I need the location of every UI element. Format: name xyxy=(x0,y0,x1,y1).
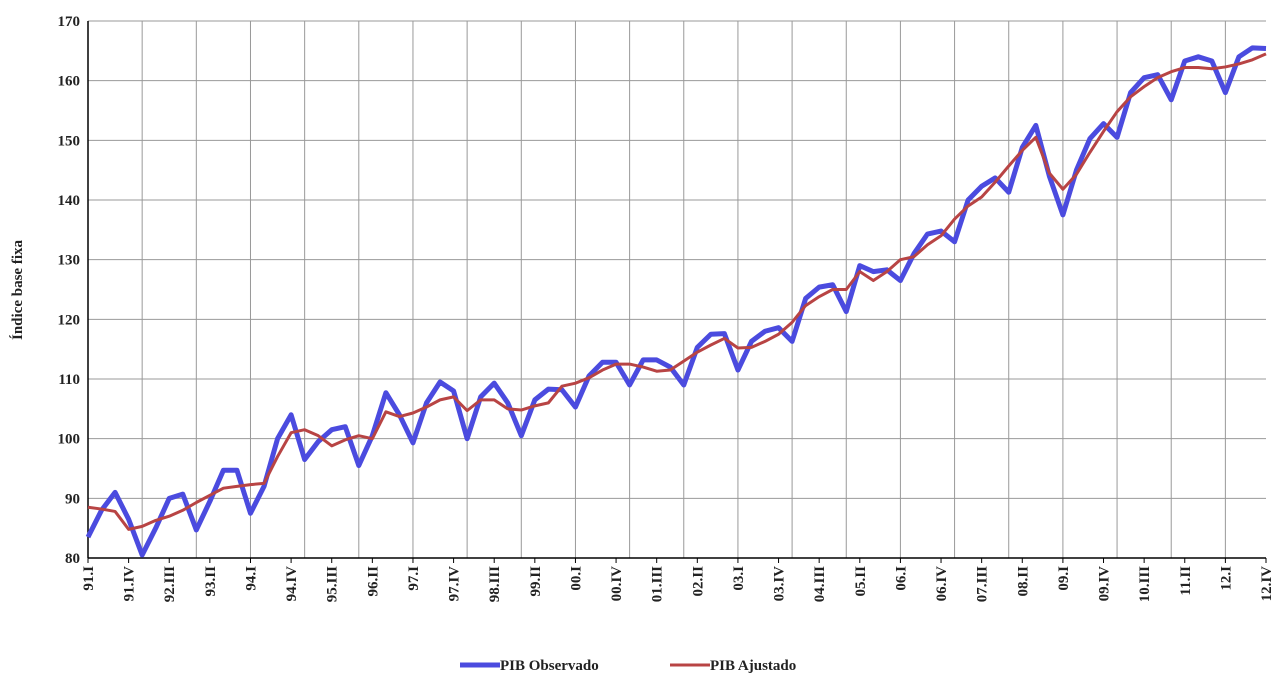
series-line xyxy=(85,45,1267,558)
x-tick-label: 97.IV xyxy=(447,566,463,602)
x-tick-label: 03.I xyxy=(731,566,747,591)
x-tick-label: 12.I xyxy=(1218,566,1234,591)
x-tick-label: 97.I xyxy=(406,566,422,591)
x-tick-label: 93.II xyxy=(203,566,219,597)
x-tick-label: 95.III xyxy=(325,566,341,602)
y-tick-label: 150 xyxy=(58,133,81,149)
x-tick-label: 94.IV xyxy=(284,566,300,602)
x-tick-label: 05.II xyxy=(853,566,869,597)
x-tick-label: 10.III xyxy=(1137,566,1153,602)
x-tick-label: 92.III xyxy=(162,566,178,602)
legend-label: PIB Ajustado xyxy=(710,658,796,674)
series-line xyxy=(87,52,1267,531)
x-tick-label: 09.I xyxy=(1056,566,1072,591)
y-tick-label: 170 xyxy=(58,14,81,30)
y-axis-title: Índice base fixa xyxy=(9,240,26,341)
x-tick-label: 91.I xyxy=(81,566,97,591)
x-tick-label: 99.II xyxy=(528,566,544,597)
x-tick-label: 07.III xyxy=(975,566,991,602)
x-tick-label: 04.III xyxy=(812,566,828,602)
x-tick-label: 08.II xyxy=(1015,566,1031,597)
x-tick-label: 06.I xyxy=(893,566,909,591)
y-tick-label: 110 xyxy=(58,372,80,388)
x-tick-label: 11.II xyxy=(1178,566,1194,596)
legend-label: PIB Observado xyxy=(500,658,599,674)
y-tick-label: 80 xyxy=(65,551,80,567)
y-tick-label: 100 xyxy=(58,432,81,448)
y-tick-label: 140 xyxy=(58,193,81,209)
x-tick-label: 91.IV xyxy=(122,566,138,602)
x-tick-label: 00.I xyxy=(568,566,584,591)
y-tick-label: 160 xyxy=(58,74,81,90)
x-tick-label: 12.IV xyxy=(1259,566,1275,602)
x-tick-label: 98.III xyxy=(487,566,503,602)
x-tick-label: 01.III xyxy=(650,566,666,602)
x-tick-label: 96.II xyxy=(365,566,381,597)
x-tick-label: 02.II xyxy=(690,566,706,597)
x-tick-label: 00.IV xyxy=(609,566,625,602)
x-tick-label: 06.IV xyxy=(934,566,950,602)
x-tick-label: 03.IV xyxy=(772,566,788,602)
y-tick-label: 130 xyxy=(58,253,81,269)
y-tick-label: 90 xyxy=(65,491,80,507)
y-tick-label: 120 xyxy=(58,312,81,328)
x-tick-label: 09.IV xyxy=(1097,566,1113,602)
x-tick-label: 94.I xyxy=(243,566,259,591)
